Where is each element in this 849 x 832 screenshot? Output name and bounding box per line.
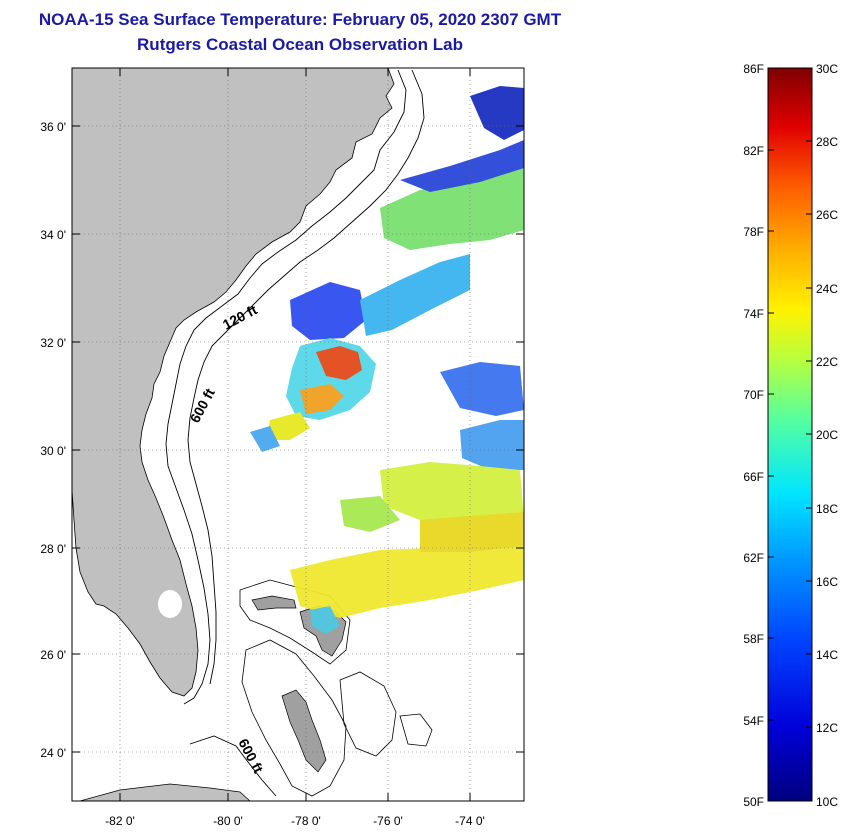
land-bahamas-grand	[251, 595, 297, 611]
lat-label-30: 30 0'	[40, 444, 66, 458]
cbar-f-54: 54F	[743, 714, 764, 728]
isobath-120ft	[165, 69, 407, 705]
cbar-f-78: 78F	[743, 225, 764, 239]
isobath-600ft	[187, 69, 425, 685]
cbar-f-62: 62F	[743, 551, 764, 565]
cbar-c-30: 30C	[816, 62, 838, 76]
map-frame	[71, 67, 525, 802]
colorbar-ticks	[768, 140, 812, 728]
cbar-c-10: 10C	[816, 795, 838, 809]
cbar-c-26: 26C	[816, 208, 838, 222]
lat-label-26: 26 0'	[40, 648, 66, 662]
cbar-f-70: 70F	[743, 388, 764, 402]
cbar-f-58: 58F	[743, 632, 764, 646]
lon-label-82: -82 0'	[105, 814, 135, 828]
bahamas-bank-contour-4	[399, 713, 433, 747]
lon-label-80: -80 0'	[213, 814, 243, 828]
land-cuba-edge	[79, 783, 251, 801]
cbar-c-24: 24C	[816, 282, 838, 296]
lon-label-78: -78 0'	[291, 814, 321, 828]
lat-label-24: 24 0'	[40, 746, 66, 760]
cbar-c-16: 16C	[816, 575, 838, 589]
bahamas-bank-contour-3	[339, 671, 397, 757]
title-line-2: Rutgers Coastal Ocean Observation Lab	[137, 35, 463, 54]
cbar-f-74: 74F	[743, 307, 764, 321]
lat-label-36: 36 0'	[40, 120, 66, 134]
cbar-c-18: 18C	[816, 502, 838, 516]
cbar-c-20: 20C	[816, 428, 838, 442]
lat-label-34: 34 0'	[40, 228, 66, 242]
cbar-f-50: 50F	[743, 795, 764, 809]
bahamas-bank-contour-2	[241, 639, 347, 797]
cbar-f-86: 86F	[743, 62, 764, 76]
lake-okeechobee	[158, 590, 182, 618]
cbar-c-28: 28C	[816, 135, 838, 149]
title-line-1: NOAA-15 Sea Surface Temperature: Februar…	[38, 10, 562, 29]
land-mass-us	[72, 68, 395, 697]
sst-data-layer	[250, 86, 524, 634]
cbar-c-12: 12C	[816, 721, 838, 735]
lat-label-28: 28 0'	[40, 542, 66, 556]
land-bahamas-andros	[281, 689, 327, 773]
colorbar	[767, 67, 813, 802]
cbar-f-82: 82F	[743, 144, 764, 158]
lon-label-76: -76 0'	[373, 814, 403, 828]
graticule	[72, 68, 524, 801]
cbar-f-66: 66F	[743, 470, 764, 484]
lat-label-32: 32 0'	[40, 336, 66, 350]
isobath-600ft-south	[189, 735, 277, 797]
frame-ticks	[72, 68, 524, 801]
cbar-c-22: 22C	[816, 355, 838, 369]
cbar-c-14: 14C	[816, 648, 838, 662]
lon-label-74: -74 0'	[455, 814, 485, 828]
